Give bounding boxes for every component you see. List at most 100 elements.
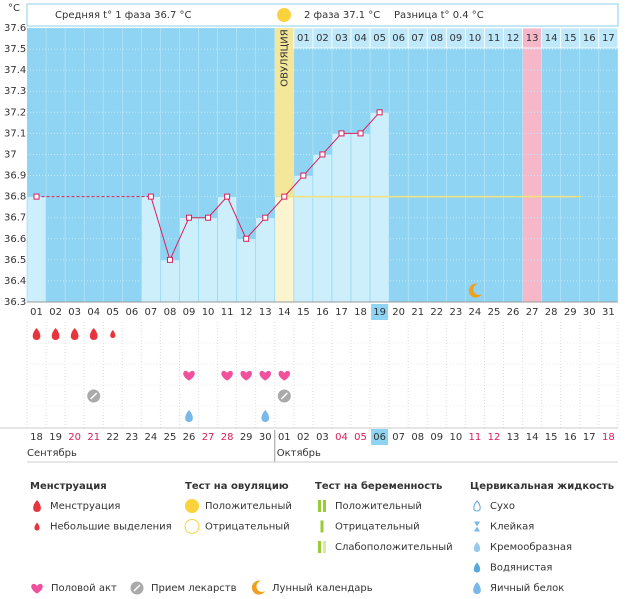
y-tick-label: 36.7 [4, 213, 26, 224]
legend-icon [323, 500, 326, 512]
luteal-day-label: 02 [316, 33, 329, 44]
temperature-point [166, 256, 173, 263]
luteal-day-label: 03 [335, 33, 348, 44]
legend-item: Отрицательный [335, 522, 420, 533]
legend-item: Прием лекарств [151, 583, 237, 594]
menstruation-icon [70, 328, 79, 340]
luteal-day-label: 15 [564, 33, 577, 44]
moon-icon [468, 283, 482, 298]
temperature-point [300, 172, 307, 179]
month-label: Октябрь [277, 448, 321, 459]
temperature-point [319, 151, 326, 158]
temperature-difference: Разница t° 0.4 °C [394, 10, 484, 21]
date-label: 18 [602, 432, 615, 443]
date-label: 20 [68, 432, 81, 443]
cycle-day-label: 25 [488, 307, 501, 318]
date-label: 22 [106, 432, 119, 443]
cycle-day-label: 28 [545, 307, 558, 318]
temperature-point [338, 130, 345, 137]
sun-icon [277, 8, 291, 22]
date-label: 27 [202, 432, 215, 443]
temperature-point [186, 214, 193, 221]
temperature-point [205, 214, 212, 221]
date-label: 19 [49, 432, 62, 443]
temperature-point [224, 193, 231, 200]
date-label: 21 [87, 432, 100, 443]
legend-icon [34, 522, 40, 531]
cycle-day-label: 02 [49, 307, 62, 318]
ovulation-column [274, 28, 294, 197]
temperature-bar [369, 112, 390, 303]
date-label: 09 [430, 432, 443, 443]
legend-title: Менструация [30, 481, 107, 492]
luteal-day-label: 12 [507, 33, 520, 44]
intercourse-icon [31, 583, 43, 594]
date-label: 29 [240, 432, 253, 443]
date-label: 25 [164, 432, 177, 443]
header-box [26, 3, 619, 27]
legend-item: Кремообразная [490, 542, 572, 553]
cycle-day-label: 21 [411, 307, 424, 318]
intercourse-icon [278, 370, 291, 381]
temperature-bar [179, 217, 199, 303]
y-tick-label: 37.2 [4, 107, 26, 118]
date-label: 14 [526, 432, 539, 443]
date-label: 18 [30, 432, 43, 443]
cycle-day-label: 09 [183, 307, 196, 318]
legend: Менструация Менструация Небольшие выделени… [30, 480, 614, 595]
cycle-day-label: 30 [583, 307, 596, 318]
date-label: 30 [259, 432, 272, 443]
temperature-point [33, 193, 40, 200]
intercourse-icon [259, 370, 271, 381]
date-label: 13 [507, 432, 520, 443]
y-tick-label: 37.3 [4, 86, 26, 97]
cycle-day-label: 18 [354, 307, 367, 318]
temperature-bar [331, 133, 352, 303]
luteal-day-label: 06 [392, 33, 405, 44]
luteal-day-label: 05 [373, 33, 386, 44]
cycle-day-label: 14 [278, 307, 291, 318]
moon-icon [251, 580, 265, 595]
cycle-day-label: 08 [164, 307, 177, 318]
luteal-day-label: 01 [297, 33, 310, 44]
legend-icon [474, 521, 480, 532]
cycle-day-label: 07 [145, 307, 158, 318]
today-box [371, 304, 389, 320]
date-label: 10 [449, 432, 462, 443]
cycle-day-label: 03 [68, 307, 81, 318]
temperature-bar [160, 259, 180, 303]
ovulation-label: ОВУЛЯЦИЯ [279, 29, 290, 87]
y-tick-label: 37.6 [4, 23, 26, 34]
legend-icon [473, 562, 481, 573]
y-tick-label: 36.4 [4, 276, 26, 287]
medication-icon [280, 392, 288, 400]
date-label: 03 [316, 432, 329, 443]
legend-icon [323, 541, 326, 553]
luteal-day-label: 17 [602, 33, 615, 44]
legend-item: Половой акт [51, 583, 117, 594]
date-label: 17 [583, 432, 596, 443]
cycle-day-label: 22 [430, 307, 443, 318]
cycle-day-label: 15 [297, 307, 310, 318]
date-label: 07 [392, 432, 405, 443]
phase2-average: 2 фаза 37.1 °C [304, 10, 380, 21]
cycle-day-label: 11 [221, 307, 234, 318]
legend-item: Небольшие выделения [50, 522, 172, 533]
cycle-day-label: 13 [259, 307, 272, 318]
legend-item: Положительный [205, 501, 292, 512]
cycle-day-label: 10 [202, 307, 215, 318]
legend-icon [33, 500, 41, 512]
temperature-bar [236, 238, 257, 303]
temperature-bar [26, 196, 47, 303]
temperature-bar [141, 196, 161, 303]
y-tick-label: 37.1 [4, 128, 26, 139]
y-tick-label: 37.5 [4, 44, 26, 55]
luteal-day-label: 10 [469, 33, 482, 44]
y-tick-label: 36.6 [4, 234, 26, 245]
date-label: 06 [373, 432, 386, 443]
cycle-day-label: 31 [602, 307, 615, 318]
luteal-day-label: 04 [354, 33, 367, 44]
legend-icon [473, 542, 481, 552]
month-label: Сентябрь [27, 448, 77, 459]
legend-item: Отрицательный [205, 522, 290, 533]
